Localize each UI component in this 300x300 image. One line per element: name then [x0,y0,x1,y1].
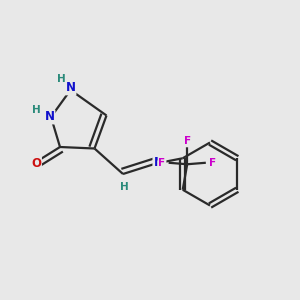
Text: N: N [153,155,164,169]
Text: O: O [31,157,41,170]
Text: H: H [120,182,129,192]
Text: F: F [209,158,216,168]
Text: H: H [32,105,41,116]
Text: N: N [44,110,55,124]
Text: F: F [184,136,191,146]
Text: H: H [56,74,65,84]
Text: N: N [65,81,76,94]
Text: F: F [158,158,166,168]
